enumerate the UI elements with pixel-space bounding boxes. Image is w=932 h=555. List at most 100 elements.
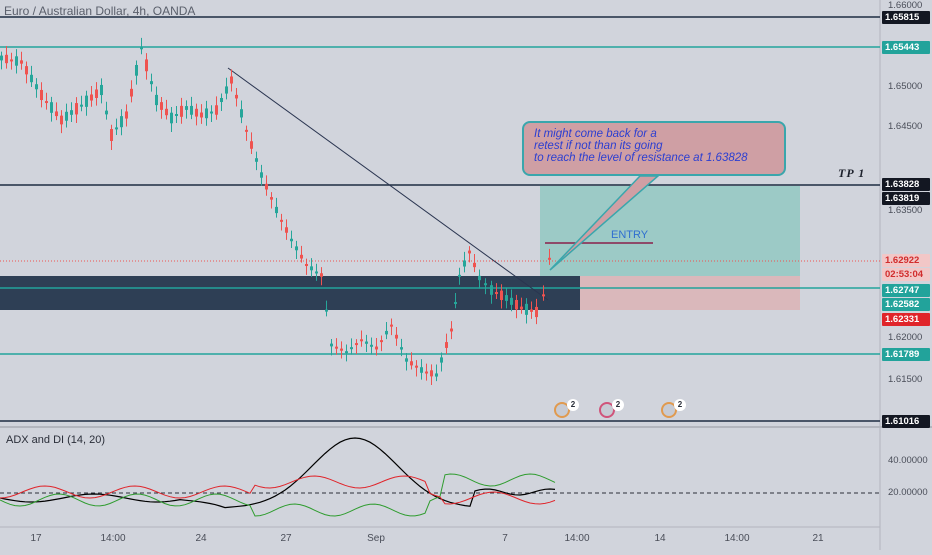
price-tick: 1.61500 <box>888 374 923 385</box>
demand-zone[interactable] <box>0 276 580 310</box>
adx-line[interactable] <box>0 437 556 509</box>
candle-body <box>345 351 348 354</box>
candle-body <box>505 295 508 301</box>
time-tick: 27 <box>280 533 292 544</box>
countdown-label: 02:53:04 <box>882 268 930 281</box>
candle-body <box>50 102 53 113</box>
candle-body <box>45 101 48 104</box>
candle-body <box>458 274 461 277</box>
candle-body <box>170 112 173 124</box>
candle-body <box>440 357 443 363</box>
economic-event-icon[interactable]: 2 <box>599 399 624 418</box>
candle-body <box>225 86 228 94</box>
candle-body <box>90 94 93 101</box>
candle-body <box>10 59 13 62</box>
candle-body <box>525 303 528 315</box>
candle-body <box>350 347 353 350</box>
di-minus-line[interactable] <box>0 475 556 505</box>
candle-body <box>30 74 33 83</box>
candle-body <box>0 55 3 61</box>
candle-body <box>210 111 213 114</box>
candle-body <box>20 60 23 64</box>
price-tick: 1.65000 <box>888 81 923 92</box>
candle-body <box>320 273 323 277</box>
candle-body <box>295 246 298 251</box>
di-plus-line[interactable] <box>0 473 556 517</box>
economic-event-icon[interactable]: 2 <box>554 399 579 418</box>
candle-body <box>370 344 373 347</box>
candle-body <box>535 306 538 318</box>
candle-body <box>315 271 318 274</box>
candle-body <box>80 104 83 107</box>
candle-body <box>15 56 18 66</box>
candle-body <box>310 266 313 271</box>
candle-body <box>65 111 68 121</box>
annotation-line-2: retest if not than its going <box>534 140 663 152</box>
candlestick-series[interactable] <box>0 37 551 385</box>
trend-line[interactable] <box>227 67 549 301</box>
price-label: 1.63828 <box>882 178 930 191</box>
candle-body <box>40 89 43 101</box>
candle-body <box>250 141 253 149</box>
candle-body <box>175 114 178 117</box>
price-label: 1.61789 <box>882 348 930 361</box>
symbol-title[interactable]: Euro / Australian Dollar, 4h, OANDA <box>4 4 196 18</box>
event-badge: 2 <box>674 399 686 411</box>
time-tick: 7 <box>502 533 508 544</box>
candle-body <box>255 158 258 162</box>
candle-body <box>25 66 28 75</box>
price-label: 1.62582 <box>882 298 930 311</box>
candle-body <box>365 341 368 344</box>
candle-body <box>454 302 457 305</box>
price-tick: 1.66000 <box>888 0 923 11</box>
candle-body <box>105 110 108 115</box>
indicator-tick: 40.00000 <box>888 455 928 466</box>
candle-body <box>468 250 471 254</box>
annotation-callout[interactable]: It might come back for a retest if not t… <box>522 121 786 176</box>
candle-body <box>410 361 413 366</box>
economic-event-icon[interactable]: 2 <box>661 399 686 418</box>
loss-zone[interactable] <box>580 276 800 310</box>
candle-body <box>515 299 518 310</box>
candle-body <box>430 370 433 377</box>
candle-body <box>542 294 545 297</box>
candle-body <box>473 262 476 268</box>
time-tick: 14:00 <box>100 533 126 544</box>
time-tick: 17 <box>30 533 42 544</box>
event-badge: 2 <box>567 399 579 411</box>
candle-body <box>530 309 533 312</box>
candle-body <box>280 219 283 222</box>
candle-body <box>285 227 288 233</box>
candle-body <box>180 105 183 117</box>
callout-pointer <box>549 175 661 271</box>
profit-zone[interactable] <box>540 186 800 276</box>
candle-body <box>5 54 8 64</box>
candle-body <box>260 172 263 178</box>
candle-body <box>195 108 198 117</box>
candle-body <box>190 105 193 115</box>
price-tick: 1.64500 <box>888 121 923 132</box>
indicator-title[interactable]: ADX and DI (14, 20) <box>6 434 106 446</box>
candle-body <box>375 346 378 350</box>
candle-body <box>265 183 268 190</box>
candle-body <box>478 275 481 281</box>
price-label: 1.63819 <box>882 192 930 205</box>
candle-body <box>75 103 78 115</box>
candle-body <box>290 238 293 242</box>
price-label: 1.65443 <box>882 41 930 54</box>
candle-body <box>360 339 363 342</box>
candle-body <box>220 97 223 103</box>
candle-body <box>165 108 168 116</box>
candle-body <box>390 324 393 327</box>
candle-body <box>400 347 403 350</box>
candle-body <box>140 46 143 50</box>
candle-body <box>135 64 138 76</box>
entry-label[interactable]: ENTRY <box>611 229 649 241</box>
candle-body <box>215 105 218 115</box>
tp-label[interactable]: TP 1 <box>838 166 866 180</box>
price-label: 1.62922 <box>882 254 930 267</box>
candle-body <box>100 84 103 96</box>
candle-body <box>160 102 163 110</box>
